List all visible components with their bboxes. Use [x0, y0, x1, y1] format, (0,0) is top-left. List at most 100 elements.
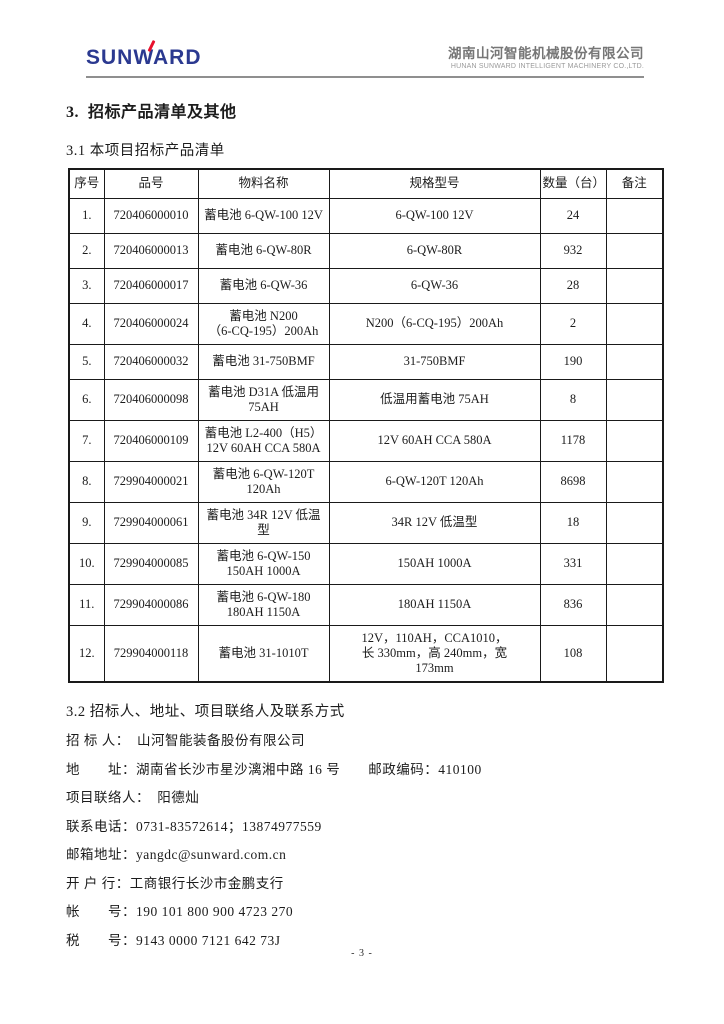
cell-spec: 150AH 1000A: [328, 542, 541, 585]
cell-no: 8.: [68, 460, 105, 503]
cell-spec: 34R 12V 低温型: [328, 501, 541, 544]
cell-material: 蓄电池 D31A 低温用 75AH: [197, 378, 330, 421]
table-row: 1. 720406000010 蓄电池 6-QW-100 12V 6-QW-100 1…: [68, 197, 664, 234]
cell-item_no: 729904000021: [103, 460, 199, 503]
cell-qty: 331: [539, 542, 607, 585]
cell-material: 蓄电池 L2-400（H5） 12V 60AH CCA 580A: [197, 419, 330, 462]
cell-no: 1.: [68, 197, 105, 234]
product-table-body: 1. 720406000010 蓄电池 6-QW-100 12V 6-QW-100 1…: [68, 197, 664, 683]
cell-material: 蓄电池 6-QW-180 180AH 1150A: [197, 583, 330, 626]
cell-no: 12.: [68, 624, 105, 683]
cell-no: 9.: [68, 501, 105, 544]
contact-label: 帐 号：: [66, 904, 136, 920]
contact-label: 税 号：: [66, 932, 136, 948]
table-row: 10. 729904000085 蓄电池 6-QW-150 150AH 1000A 1…: [68, 542, 664, 585]
contact-label: 地 址：: [66, 761, 136, 777]
table-row: 3. 720406000017 蓄电池 6-QW-36 6-QW-36 28: [68, 267, 664, 304]
contact-label: 开 户 行：: [66, 875, 130, 891]
contact-line: 联系电话：0731-83572614；13874977559: [66, 819, 660, 835]
cell-no: 11.: [68, 583, 105, 626]
cell-qty: 108: [539, 624, 607, 683]
table-row: 9. 729904000061 蓄电池 34R 12V 低温 型 34R 12V 低温…: [68, 501, 664, 544]
contact-value: 山河智能装备股份有限公司: [123, 733, 305, 749]
cell-item_no: 720406000024: [103, 302, 199, 345]
column-header: 备注: [605, 168, 664, 199]
contact-line: 税 号：9143 0000 7121 642 73J: [66, 933, 660, 949]
cell-remark: [605, 197, 664, 234]
cell-remark: [605, 302, 664, 345]
cell-qty: 836: [539, 583, 607, 626]
sunward-logo-text: SUNWARD: [86, 46, 202, 69]
table-row: 6. 720406000098 蓄电池 D31A 低温用 75AH 低温用蓄电池 75…: [68, 378, 664, 421]
page-number: - 3 -: [351, 948, 373, 959]
cell-no: 3.: [68, 267, 105, 304]
cell-no: 7.: [68, 419, 105, 462]
contact-value: 190 101 800 900 4723 270: [136, 904, 294, 920]
contact-line: 开 户 行：工商银行长沙市金鹏支行: [66, 876, 660, 892]
table-row: 2. 720406000013 蓄电池 6-QW-80R 6-QW-80R 932: [68, 232, 664, 269]
cell-spec: 6-QW-36: [328, 267, 541, 304]
product-table-head: 序号 品号 物料名称 规格型号 数量（台） 备注: [68, 168, 664, 199]
subsection-heading-31: 3.1 本项目招标产品清单: [66, 142, 225, 159]
cell-item_no: 720406000032: [103, 343, 199, 380]
cell-item_no: 729904000118: [103, 624, 199, 683]
cell-item_no: 720406000109: [103, 419, 199, 462]
cell-material: 蓄电池 6-QW-150 150AH 1000A: [197, 542, 330, 585]
contact-label: 项目联络人：: [66, 790, 144, 806]
company-name-en: HUNAN SUNWARD INTELLIGENT MACHINERY CO.,…: [450, 62, 644, 70]
contact-value: 9143 0000 7121 642 73J: [136, 932, 281, 948]
contact-line: 项目联络人： 阳德灿: [66, 790, 660, 806]
cell-remark: [605, 232, 664, 269]
cell-item_no: 729904000085: [103, 542, 199, 585]
cell-qty: 932: [539, 232, 607, 269]
page-header: SUNWARD 湖南山河智能机械股份有限公司 HUNAN SUNWARD INT…: [64, 39, 660, 71]
cell-qty: 1178: [539, 419, 607, 462]
table-row: 5. 720406000032 蓄电池 31-750BMF 31-750BMF 190: [68, 343, 664, 380]
cell-spec: 6-QW-120T 120Ah: [328, 460, 541, 503]
cell-item_no: 720406000010: [103, 197, 199, 234]
header-divider: [86, 75, 644, 78]
cell-remark: [605, 501, 664, 544]
cell-material: 蓄电池 6-QW-120T 120Ah: [197, 460, 330, 503]
cell-remark: [605, 343, 664, 380]
cell-material: 蓄电池 31-1010T: [197, 624, 330, 683]
column-header: 品号: [103, 168, 199, 199]
cell-material: 蓄电池 31-750BMF: [197, 343, 330, 380]
sunward-logo: SUNWARD: [86, 39, 202, 70]
cell-spec: 31-750BMF: [328, 343, 541, 380]
cell-material: 蓄电池 34R 12V 低温 型: [197, 501, 330, 544]
cell-spec: 6-QW-80R: [328, 232, 541, 269]
cell-item_no: 720406000098: [103, 378, 199, 421]
table-row: 11. 729904000086 蓄电池 6-QW-180 180AH 1150A 1…: [68, 583, 664, 626]
cell-spec: 6-QW-100 12V: [328, 197, 541, 234]
cell-spec: 180AH 1150A: [328, 583, 541, 626]
contact-value: 工商银行长沙市金鹏支行: [129, 875, 284, 891]
cell-qty: 18: [539, 501, 607, 544]
cell-remark: [605, 583, 664, 626]
column-header: 规格型号: [328, 168, 541, 199]
column-header: 物料名称: [197, 168, 330, 199]
cell-material: 蓄电池 6-QW-100 12V: [197, 197, 330, 234]
contact-value: 湖南省长沙市星沙漓湘中路 16 号 邮政编码：410100: [136, 761, 482, 777]
cell-qty: 190: [539, 343, 607, 380]
cell-remark: [605, 542, 664, 585]
cell-qty: 28: [539, 267, 607, 304]
cell-remark: [605, 419, 664, 462]
company-name-cn: 湖南山河智能机械股份有限公司: [448, 46, 644, 61]
header-row: 序号 品号 物料名称 规格型号 数量（台） 备注: [68, 168, 664, 199]
cell-no: 4.: [68, 302, 105, 345]
section-heading: 3. 招标产品清单及其他: [66, 103, 237, 121]
table-row: 12. 729904000118 蓄电池 31-1010T 12V，110AH，CCA…: [68, 624, 664, 683]
table-row: 8. 729904000021 蓄电池 6-QW-120T 120Ah 6-QW-12…: [68, 460, 664, 503]
contact-value: 阳德灿: [143, 790, 200, 806]
contact-line: 邮箱地址：yangdc@sunward.com.cn: [66, 847, 660, 863]
cell-material: 蓄电池 6-QW-36: [197, 267, 330, 304]
contact-line: 招 标 人： 山河智能装备股份有限公司: [66, 733, 660, 749]
cell-material: 蓄电池 N200 （6-CQ-195）200Ah: [197, 302, 330, 345]
contact-label: 邮箱地址：: [66, 847, 136, 863]
cell-no: 6.: [68, 378, 105, 421]
cell-remark: [605, 460, 664, 503]
cell-material: 蓄电池 6-QW-80R: [197, 232, 330, 269]
contact-line: 地 址：湖南省长沙市星沙漓湘中路 16 号 邮政编码：410100: [66, 762, 660, 778]
